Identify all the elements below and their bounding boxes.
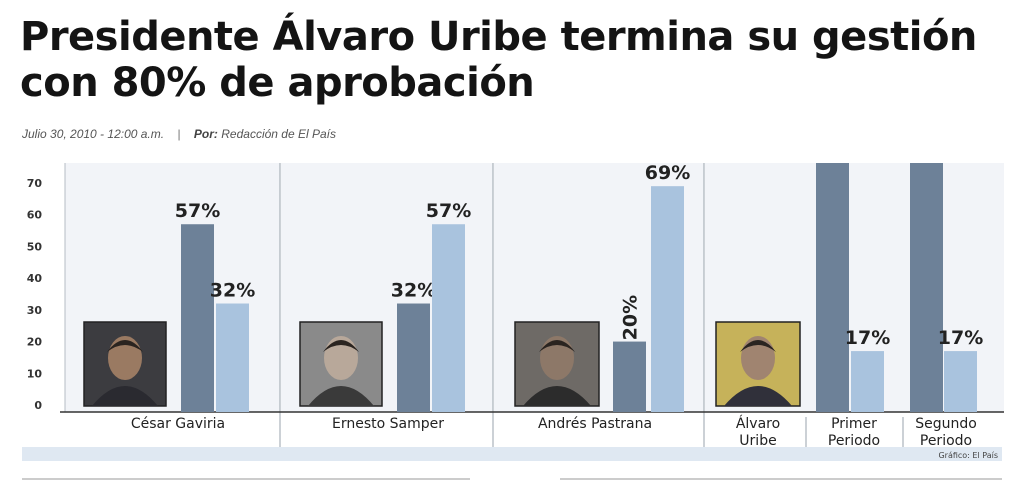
article-author: Redacción de El País — [221, 127, 336, 141]
bar-data-label: 69% — [645, 162, 690, 184]
photo-gaviria-suit — [92, 386, 158, 406]
category-label: Primer — [831, 416, 877, 432]
bottom-band — [22, 447, 1002, 461]
bar — [432, 224, 465, 412]
photo-samper-face — [324, 336, 358, 380]
article-date: Julio 30, 2010 - 12:00 a.m. — [22, 127, 165, 141]
approval-chart: 0 10 20 30 40 50 60 70 57% 32% César Gaviria 32% 57%… — [0, 155, 1016, 482]
category-label: Ernesto Samper — [332, 416, 444, 432]
by-label: Por: — [193, 127, 218, 141]
bar — [910, 163, 943, 412]
chart-svg: 0 10 20 30 40 50 60 70 57% 32% César Gaviria 32% 57%… — [22, 162, 1004, 480]
photo-uribe-suit — [724, 386, 792, 406]
y-tick-label: 60 — [27, 209, 43, 222]
category-label: Periodo — [828, 433, 880, 449]
photo-pastrana-hair — [539, 340, 575, 352]
photo-samper-hair — [323, 340, 359, 352]
bar — [613, 341, 646, 412]
bar-data-label: 57% — [175, 200, 220, 222]
chart-credit: Gráfico: El País — [938, 451, 998, 460]
photo-samper-suit — [308, 386, 374, 406]
photo-uribe-hair — [740, 340, 776, 352]
bar — [944, 351, 977, 412]
bar-data-label: 32% — [391, 280, 436, 302]
category-label: César Gaviria — [131, 416, 225, 432]
byline-separator: | — [177, 127, 181, 141]
bar — [397, 303, 430, 412]
photo-pastrana-suit — [523, 386, 591, 406]
y-tick-label: 0 — [34, 399, 42, 412]
bar — [651, 186, 684, 412]
bar-data-label: 17% — [845, 327, 890, 349]
photo-pastrana-face — [540, 336, 574, 380]
bar-data-label: 57% — [426, 200, 471, 222]
category-label: Andrés Pastrana — [538, 416, 652, 432]
category-label: Uribe — [739, 433, 776, 449]
bar — [181, 224, 214, 412]
article-title: Presidente Álvaro Uribe termina su gesti… — [20, 14, 977, 106]
y-tick-label: 70 — [27, 177, 43, 190]
bar — [816, 163, 849, 412]
bar — [216, 303, 249, 412]
byline: Julio 30, 2010 - 12:00 a.m. | Por: Redac… — [22, 127, 336, 141]
bar-data-label: 20% — [620, 295, 642, 340]
bar-data-label: 32% — [210, 280, 255, 302]
photo-gaviria-hair — [107, 340, 143, 352]
y-tick-label: 30 — [27, 304, 43, 317]
photo-uribe-face — [741, 336, 775, 380]
category-label: Periodo — [920, 433, 972, 449]
y-tick-label: 20 — [27, 336, 43, 349]
bar-data-label: 17% — [938, 327, 983, 349]
photo-gaviria-face — [108, 336, 142, 380]
category-label: Álvaro — [736, 415, 780, 432]
y-tick-label: 50 — [27, 240, 43, 253]
y-tick-label: 10 — [27, 367, 43, 380]
bar — [851, 351, 884, 412]
y-tick-label: 40 — [27, 272, 43, 285]
category-label: Segundo — [915, 416, 977, 432]
